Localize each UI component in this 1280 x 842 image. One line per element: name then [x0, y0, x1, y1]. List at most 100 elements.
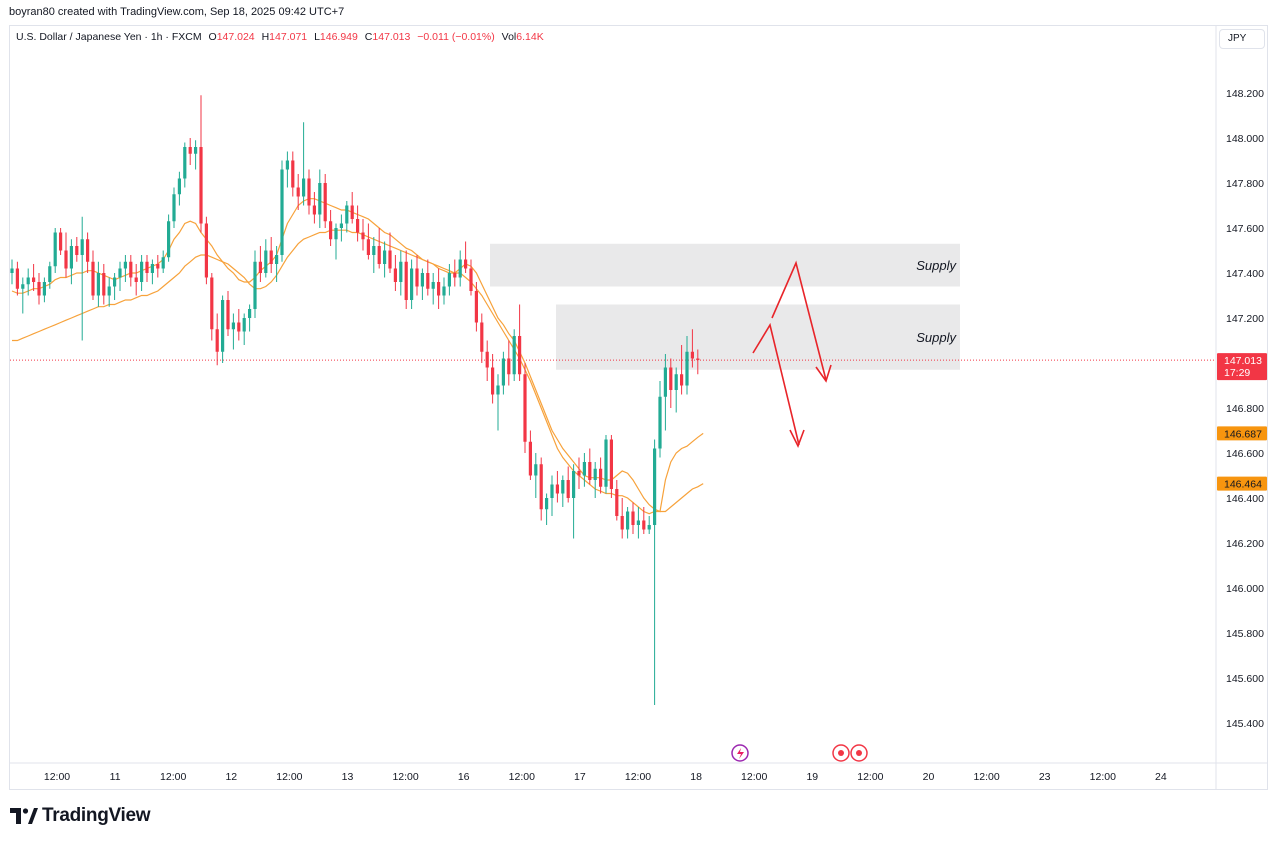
candle-body [620, 516, 624, 530]
earnings-event-icon[interactable] [850, 744, 868, 762]
candle-body [118, 268, 122, 278]
candle-body [264, 250, 268, 273]
volume-value: 6.14K [516, 31, 544, 43]
moving-average-price-value: 146.687 [1224, 428, 1262, 440]
candle-body [680, 374, 684, 386]
candle [442, 277, 446, 305]
candle-body [501, 358, 505, 386]
supply-zone [490, 243, 960, 287]
price-axis-tick: 147.600 [1226, 223, 1264, 235]
moving-average-price-value: 146.464 [1224, 479, 1262, 491]
candle-body [356, 219, 360, 233]
time-axis-tick: 12:00 [973, 771, 999, 783]
candle [404, 250, 408, 309]
candle-body [237, 322, 241, 332]
candle-body [420, 273, 424, 287]
price-axis-tick: 147.400 [1226, 268, 1264, 280]
supply-zone-label: Supply [916, 330, 957, 345]
candle-body [372, 246, 376, 255]
candle [10, 259, 14, 285]
candle [658, 381, 662, 458]
earnings-event-icon[interactable] [832, 744, 850, 762]
candle-body [226, 300, 230, 330]
candle [523, 363, 527, 453]
candle-body [42, 282, 46, 296]
candle-body [285, 160, 289, 170]
candle-body [588, 462, 592, 480]
candle [59, 228, 63, 255]
candle [172, 187, 176, 228]
candle-body [674, 374, 678, 390]
candle [464, 241, 468, 273]
candle [366, 223, 370, 260]
candle-body [204, 223, 208, 278]
candle-body [172, 194, 176, 222]
candle-body [658, 396, 662, 449]
candle-body [129, 261, 133, 278]
time-axis-tick: 18 [690, 771, 702, 783]
candle-body [653, 448, 657, 525]
candle [302, 122, 306, 206]
candle [588, 448, 592, 485]
candle [447, 264, 451, 296]
candle [334, 223, 338, 260]
candle-body [199, 147, 203, 224]
candle [377, 228, 381, 269]
candle-body [377, 246, 381, 264]
candle-body [464, 259, 468, 269]
time-axis-tick: 16 [458, 771, 470, 783]
candle-body [615, 489, 619, 516]
candle-body [663, 367, 667, 397]
candle [215, 313, 219, 366]
candle [15, 261, 19, 296]
candle [345, 201, 349, 233]
candle-body [626, 511, 630, 530]
candle-body [150, 264, 154, 273]
candle-body [383, 250, 387, 264]
candle [507, 340, 511, 386]
candle-body [518, 336, 522, 375]
low-value: 146.949 [319, 31, 358, 43]
candle-body [53, 232, 57, 267]
candle-body [140, 261, 144, 282]
candle [653, 439, 657, 705]
candle [545, 493, 549, 525]
price-axis-tick: 146.200 [1226, 538, 1264, 550]
candle [410, 259, 414, 309]
candle [253, 250, 257, 318]
candle [210, 273, 214, 341]
time-axis-tick: 12:00 [741, 771, 767, 783]
candle [53, 228, 57, 273]
candle [453, 259, 457, 287]
candle-body [442, 286, 446, 296]
lightning-event-icon[interactable] [731, 744, 749, 762]
candle [663, 354, 667, 431]
symbol-title: U.S. Dollar / Japanese Yen · 1h · FXCM [16, 31, 202, 43]
candle-body [469, 268, 473, 291]
time-axis-tick: 13 [342, 771, 354, 783]
candle-body [685, 351, 689, 386]
candle [177, 171, 181, 206]
price-axis-tick: 148.200 [1226, 88, 1264, 100]
candle-body [21, 284, 25, 289]
candle [388, 232, 392, 273]
currency-unit-button[interactable]: JPY [1219, 29, 1265, 49]
tradingview-logo-text: TradingView [42, 805, 151, 826]
candle [75, 237, 79, 262]
candle-body [231, 322, 235, 330]
high-value: 147.071 [269, 31, 308, 43]
candle [204, 216, 208, 285]
candle [80, 216, 84, 341]
time-axis-tick: 12 [225, 771, 237, 783]
time-axis-tick: 12:00 [392, 771, 418, 783]
candle [113, 273, 117, 300]
low-label: L [314, 31, 320, 43]
candle-body [512, 336, 516, 375]
candle [123, 255, 127, 282]
candle [145, 255, 149, 282]
candle [107, 277, 111, 307]
candle [26, 268, 30, 296]
candle-body [534, 464, 538, 476]
candle [636, 507, 640, 539]
